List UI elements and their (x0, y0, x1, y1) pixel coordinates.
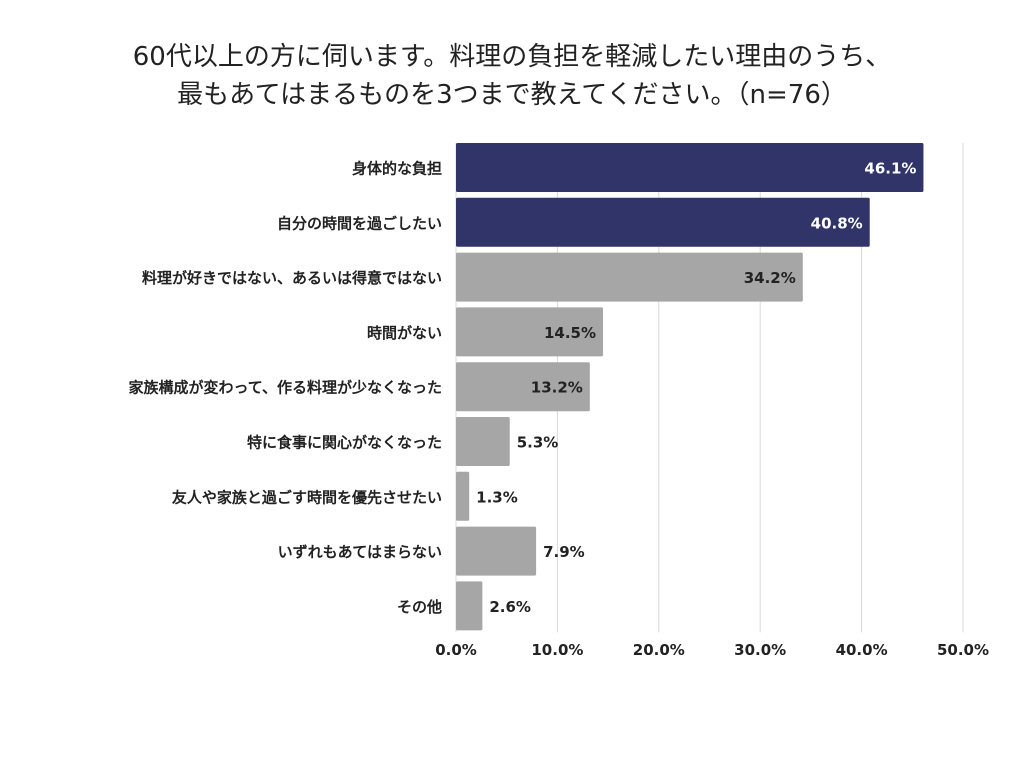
value-label: 40.8% (811, 214, 863, 232)
category-label: 身体的な負担 (352, 160, 442, 178)
bar (456, 526, 537, 576)
chart-title: 60代以上の方に伺います。料理の負担を軽減したい理由のうち、 最もあてはまるもの… (0, 38, 1024, 114)
category-label: 自分の時間を過ごしたい (277, 214, 442, 232)
bar (456, 581, 483, 631)
bar (456, 252, 803, 302)
bar (456, 197, 870, 247)
category-label: その他 (397, 598, 442, 616)
category-label: 時間がない (367, 324, 442, 342)
x-tick-label: 50.0% (937, 641, 989, 659)
bar (456, 417, 510, 466)
bars (456, 143, 924, 631)
value-label: 34.2% (744, 269, 796, 287)
bar (456, 362, 590, 412)
x-tick-label: 10.0% (531, 641, 583, 659)
bar (456, 471, 470, 521)
category-label: 友人や家族と過ごす時間を優先させたい (172, 488, 442, 506)
value-label: 13.2% (531, 379, 583, 397)
chart-title-line-2: 最もあてはまるものを3つまで教えてください。（n=76） (177, 80, 847, 110)
value-label: 5.3% (517, 434, 559, 452)
value-label: 46.1% (864, 160, 916, 178)
category-label: 特に食事に関心がなくなった (247, 434, 442, 452)
x-axis-tick-labels: 0.0% 10.0% 20.0% 30.0% 40.0% 50.0% (435, 641, 989, 659)
category-labels: 身体的な負担自分の時間を過ごしたい料理が好きではない、あるいは得意ではない時間が… (128, 160, 442, 616)
bar (456, 307, 604, 357)
value-label: 7.9% (543, 543, 585, 561)
value-labels: 46.1% 40.8% 34.2% 14.5% 13.2% 5.3% 1.3% 7.9% 2.6… (476, 160, 916, 616)
x-tick-label: 40.0% (836, 641, 888, 659)
category-label: 料理が好きではない、あるいは得意ではない (142, 269, 442, 287)
x-tick-label: 0.0% (435, 641, 477, 659)
category-label: いずれもあてはまらない (278, 543, 442, 561)
category-label: 家族構成が変わって、作る料理が少なくなった (128, 379, 442, 397)
value-label: 14.5% (544, 324, 596, 342)
bar (456, 143, 924, 192)
value-label: 2.6% (489, 598, 531, 616)
x-tick-label: 20.0% (633, 641, 685, 659)
chart-title-line-1: 60代以上の方に伺います。料理の負担を軽減したい理由のうち、 (132, 42, 892, 72)
value-label: 1.3% (476, 488, 518, 506)
x-tick-label: 30.0% (734, 641, 786, 659)
